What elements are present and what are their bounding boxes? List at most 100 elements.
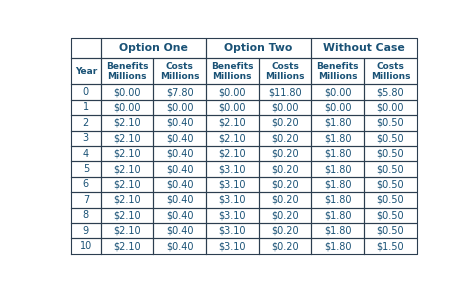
Bar (364, 100, 417, 115)
Bar (206, 192, 258, 208)
Text: $0.40: $0.40 (166, 179, 193, 190)
Bar (153, 238, 206, 254)
Bar (206, 115, 258, 131)
Text: Benefits
Millions: Benefits Millions (317, 62, 359, 81)
Bar (258, 131, 311, 146)
Bar (206, 58, 258, 84)
Text: $1.80: $1.80 (324, 179, 351, 190)
Text: $0.50: $0.50 (377, 210, 404, 220)
Text: 10: 10 (79, 241, 92, 251)
Text: 2: 2 (83, 118, 89, 128)
Text: $2.10: $2.10 (113, 164, 141, 174)
Bar (100, 58, 153, 84)
Bar (258, 223, 311, 238)
Bar (153, 208, 206, 223)
Bar (100, 223, 153, 238)
Text: $0.20: $0.20 (271, 118, 299, 128)
Bar (258, 208, 311, 223)
Text: $2.10: $2.10 (113, 210, 141, 220)
Bar (364, 223, 417, 238)
Text: $0.00: $0.00 (166, 102, 193, 112)
Text: 3: 3 (83, 133, 89, 143)
Bar (71, 238, 100, 254)
Bar (364, 146, 417, 161)
Bar (153, 115, 206, 131)
Bar (71, 223, 100, 238)
Bar (311, 131, 364, 146)
Bar (206, 238, 258, 254)
Bar (100, 38, 206, 58)
Bar (153, 161, 206, 177)
Bar (311, 177, 364, 192)
Text: $2.10: $2.10 (113, 149, 141, 159)
Bar (100, 208, 153, 223)
Text: $0.20: $0.20 (271, 149, 299, 159)
Bar (153, 192, 206, 208)
Bar (71, 131, 100, 146)
Text: Option Two: Option Two (225, 43, 293, 53)
Text: $1.80: $1.80 (324, 195, 351, 205)
Bar (206, 131, 258, 146)
Text: $0.20: $0.20 (271, 164, 299, 174)
Text: Costs
Millions: Costs Millions (371, 62, 410, 81)
Text: $0.20: $0.20 (271, 226, 299, 236)
Text: $3.10: $3.10 (218, 226, 246, 236)
Bar (258, 192, 311, 208)
Bar (206, 161, 258, 177)
Text: 1: 1 (83, 102, 89, 112)
Text: $0.20: $0.20 (271, 179, 299, 190)
Bar (71, 146, 100, 161)
Bar (258, 100, 311, 115)
Text: $0.40: $0.40 (166, 164, 193, 174)
Text: Benefits
Millions: Benefits Millions (211, 62, 254, 81)
Text: $2.10: $2.10 (113, 241, 141, 251)
Bar (206, 146, 258, 161)
Bar (311, 208, 364, 223)
Text: 0: 0 (83, 87, 89, 97)
Text: $0.20: $0.20 (271, 241, 299, 251)
Text: Costs
Millions: Costs Millions (160, 62, 199, 81)
Bar (100, 100, 153, 115)
Bar (311, 223, 364, 238)
Bar (364, 192, 417, 208)
Bar (71, 84, 100, 100)
Bar (311, 84, 364, 100)
Text: $0.00: $0.00 (218, 87, 246, 97)
Bar (258, 115, 311, 131)
Text: $3.10: $3.10 (218, 179, 246, 190)
Text: $0.00: $0.00 (324, 102, 351, 112)
Text: $0.50: $0.50 (377, 226, 404, 236)
Text: $1.80: $1.80 (324, 210, 351, 220)
Bar (153, 100, 206, 115)
Bar (206, 177, 258, 192)
Text: $0.20: $0.20 (271, 133, 299, 143)
Text: $0.00: $0.00 (377, 102, 404, 112)
Text: $0.40: $0.40 (166, 226, 193, 236)
Text: $0.50: $0.50 (377, 164, 404, 174)
Bar (364, 238, 417, 254)
Text: $0.40: $0.40 (166, 118, 193, 128)
Text: 5: 5 (83, 164, 89, 174)
Bar (311, 38, 417, 58)
Text: $0.00: $0.00 (324, 87, 351, 97)
Text: $2.10: $2.10 (218, 118, 246, 128)
Bar (153, 177, 206, 192)
Bar (311, 238, 364, 254)
Text: $1.80: $1.80 (324, 118, 351, 128)
Bar (258, 161, 311, 177)
Text: Option One: Option One (119, 43, 188, 53)
Text: $1.80: $1.80 (324, 149, 351, 159)
Bar (100, 238, 153, 254)
Text: $1.50: $1.50 (377, 241, 404, 251)
Text: $0.40: $0.40 (166, 149, 193, 159)
Bar (364, 131, 417, 146)
Bar (153, 131, 206, 146)
Bar (71, 161, 100, 177)
Bar (206, 223, 258, 238)
Bar (71, 38, 100, 58)
Bar (206, 100, 258, 115)
Bar (364, 177, 417, 192)
Bar (364, 208, 417, 223)
Bar (364, 161, 417, 177)
Text: $0.40: $0.40 (166, 241, 193, 251)
